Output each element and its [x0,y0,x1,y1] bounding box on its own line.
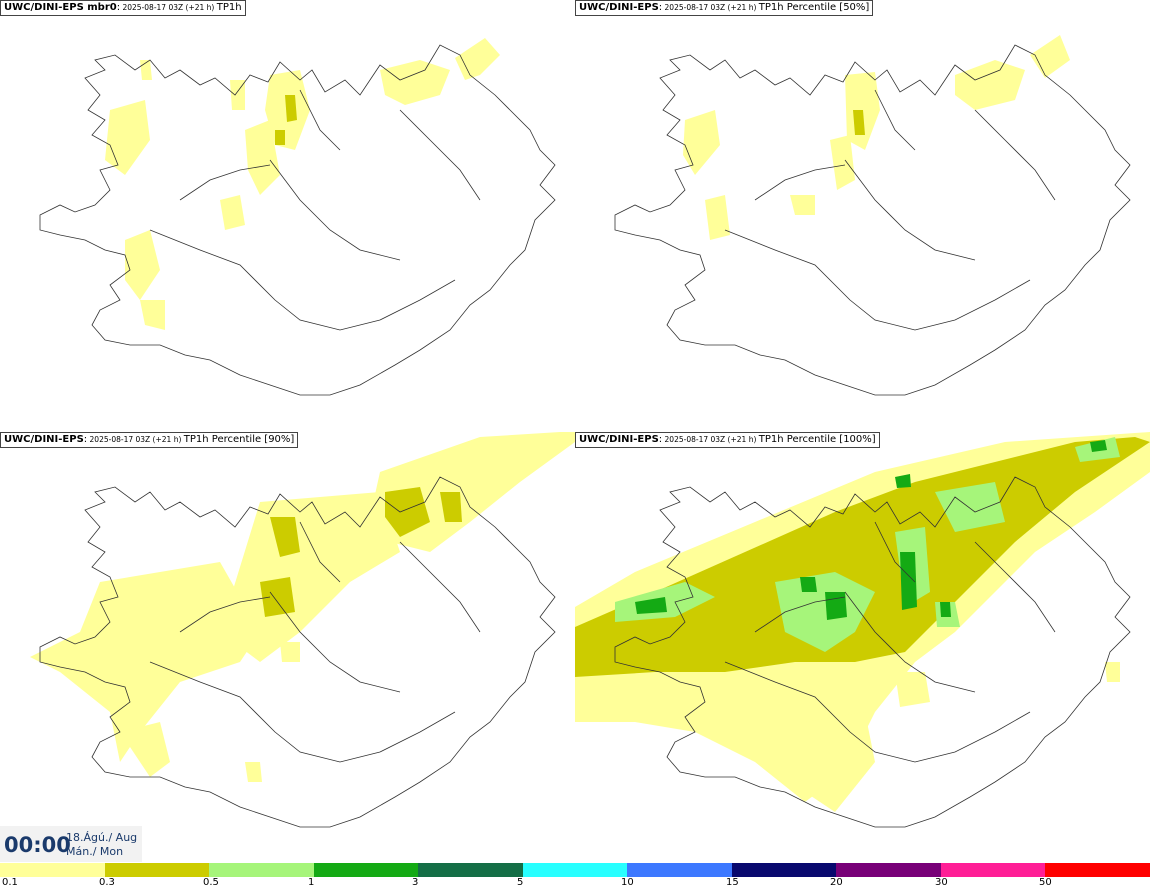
legend-swatch [418,863,523,877]
legend-swatch [209,863,314,877]
legend-tick-label: 0.5 [203,877,219,888]
legend-tick-labels: 0.1 0.3 0.5 1 3 5 10 15 20 30 50 [0,877,1150,891]
panel-title: UWC/DINI-EPS: 2025-08-17 03Z (+21 h) TP1… [575,0,874,16]
legend-swatch [731,863,837,877]
valid-date: 18.Ágú./ Aug [66,831,138,844]
legend-tick-label: 10 [621,877,634,888]
precip-fields-moderate [575,437,1150,677]
legend-swatch [522,863,628,877]
precip-fields [683,35,1070,240]
precip-fields-heavy [635,440,1107,620]
iceland-coastline [614,476,1131,828]
map-panel-p90: UWC/DINI-EPS: 2025-08-17 03Z (+21 h) TP1… [0,432,575,864]
legend-swatch [0,863,105,877]
iceland-coastline [39,44,556,396]
precip-fields-moderate [260,487,462,617]
legend-tick-label: 5 [517,877,524,888]
precip-fields-moderate [853,110,865,135]
legend-tick-label: 0.1 [2,877,18,888]
precip-map [39,38,556,396]
precip-map [575,432,1150,828]
legend-tick-label: 50 [1039,877,1052,888]
map-panel-p100: UWC/DINI-EPS: 2025-08-17 03Z (+21 h) TP1… [575,432,1150,864]
legend-tick-label: 0.3 [99,877,115,888]
precip-map [30,432,575,828]
legend-swatch [1045,863,1150,877]
precip-map [614,35,1131,396]
legend-tick-label: 30 [935,877,948,888]
map-panel-p50: UWC/DINI-EPS: 2025-08-17 03Z (+21 h) TP1… [575,0,1150,432]
legend-tick-label: 15 [726,877,739,888]
map-panel-member0: UWC/DINI-EPS mbr0: 2025-08-17 03Z (+21 h… [0,0,575,432]
legend-tick-label: 20 [830,877,843,888]
legend-colorbar [0,863,1150,877]
precip-fields [30,432,575,782]
legend-tick-label: 3 [412,877,419,888]
valid-time: 00:00 [4,833,71,857]
legend-swatch [836,863,941,877]
panel-title: UWC/DINI-EPS mbr0: 2025-08-17 03Z (+21 h… [0,0,246,16]
legend-swatch [104,863,210,877]
legend-swatch [313,863,419,877]
iceland-coastline [614,44,1131,396]
precip-fields [105,38,500,330]
iceland-coastline [39,476,556,828]
panel-title: UWC/DINI-EPS: 2025-08-17 03Z (+21 h) TP1… [0,432,299,448]
legend-swatch [940,863,1046,877]
panel-title: UWC/DINI-EPS: 2025-08-17 03Z (+21 h) TP1… [575,432,880,448]
valid-time-box: 00:00 18.Ágú./ Aug Mán./ Mon [0,826,142,862]
valid-weekday: Mán./ Mon [66,845,124,858]
legend-tick-label: 1 [308,877,315,888]
precip-fields-moderate [275,95,297,145]
legend-swatch [627,863,732,877]
